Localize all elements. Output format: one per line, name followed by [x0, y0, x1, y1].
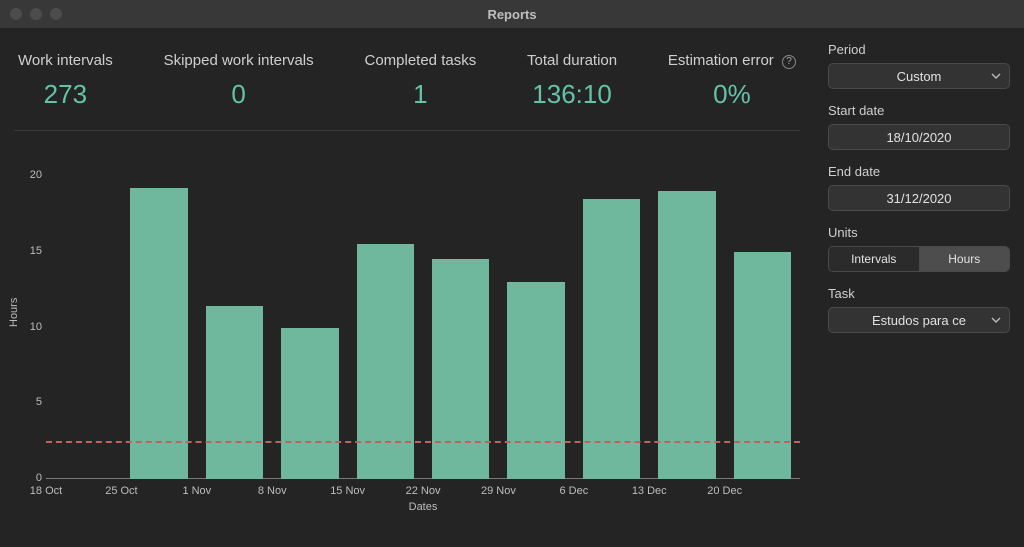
metric-work-intervals: Work intervals 273 [18, 52, 113, 110]
period-select[interactable]: Custom [828, 63, 1010, 89]
task-select-value: Estudos para ce [872, 313, 966, 328]
traffic-light-zoom[interactable] [50, 8, 62, 20]
hours-bar-chart: Hours 18 Oct25 Oct1 Nov8 Nov15 Nov22 Nov… [14, 137, 800, 537]
chart-bar-slot: 22 Nov [423, 161, 498, 479]
field-period: Period Custom [828, 42, 1010, 89]
metric-label: Work intervals [18, 52, 113, 69]
metric-completed-tasks: Completed tasks 1 [364, 52, 476, 110]
chart-x-tick-label: 6 Dec [536, 485, 611, 497]
help-icon[interactable]: ? [782, 55, 796, 69]
period-select-value: Custom [897, 69, 942, 84]
chart-bar-slot: 1 Nov [197, 161, 272, 479]
field-label: Units [828, 225, 1010, 240]
chart-x-tick-label: 13 Dec [612, 485, 687, 497]
chart-y-tick-label: 0 [18, 472, 42, 484]
chart-bar-slot: 8 Nov [272, 161, 347, 479]
report-main-panel: Work intervals 273 Skipped work interval… [0, 28, 814, 547]
chart-bar[interactable] [583, 199, 640, 479]
field-start-date: Start date 18/10/2020 [828, 103, 1010, 150]
field-label: End date [828, 164, 1010, 179]
chart-bar-slot: 6 Dec [574, 161, 649, 479]
chart-bar[interactable] [357, 244, 414, 479]
traffic-light-minimize[interactable] [30, 8, 42, 20]
metric-label: Completed tasks [364, 52, 476, 69]
field-label: Task [828, 286, 1010, 301]
filters-sidebar: Period Custom Start date 18/10/2020 End … [814, 28, 1024, 547]
chart-y-tick-label: 20 [18, 169, 42, 181]
units-option-intervals[interactable]: Intervals [829, 247, 919, 271]
metric-value: 273 [18, 79, 113, 110]
chart-x-axis-label: Dates [46, 501, 800, 513]
chart-bar-slot: 25 Oct [121, 161, 196, 479]
end-date-value: 31/12/2020 [886, 191, 951, 206]
chevron-down-icon [991, 317, 1001, 323]
chart-x-tick-label: 25 Oct [84, 485, 159, 497]
chart-x-tick-label: 20 Dec [687, 485, 762, 497]
window-titlebar: Reports [0, 0, 1024, 28]
metric-total-duration: Total duration 136:10 [527, 52, 617, 110]
chart-bar-slot: 18 Oct [46, 161, 121, 479]
field-units: Units IntervalsHours [828, 225, 1010, 272]
chart-bar[interactable] [206, 306, 263, 479]
chart-bars: 18 Oct25 Oct1 Nov8 Nov15 Nov22 Nov29 Nov… [46, 161, 800, 479]
units-segmented-control[interactable]: IntervalsHours [828, 246, 1010, 272]
metric-skipped-work-intervals: Skipped work intervals 0 [164, 52, 314, 110]
chart-y-tick-label: 10 [18, 321, 42, 333]
metric-estimation-error: Estimation error ? 0% [668, 52, 796, 110]
chart-bar[interactable] [658, 191, 715, 479]
chart-y-tick-label: 15 [18, 245, 42, 257]
field-task: Task Estudos para ce [828, 286, 1010, 333]
chart-bar[interactable] [281, 328, 338, 479]
metric-label: Total duration [527, 52, 617, 69]
metric-label: Skipped work intervals [164, 52, 314, 69]
end-date-input[interactable]: 31/12/2020 [828, 185, 1010, 211]
chart-bar-slot: 29 Nov [498, 161, 573, 479]
chart-x-tick-label: 15 Nov [310, 485, 385, 497]
chart-bar[interactable] [507, 282, 564, 479]
field-label: Start date [828, 103, 1010, 118]
chart-y-tick-label: 5 [18, 396, 42, 408]
metric-label: Estimation error ? [668, 52, 796, 69]
chart-x-tick-label: 29 Nov [461, 485, 536, 497]
metric-value: 0 [164, 79, 314, 110]
metric-value: 1 [364, 79, 476, 110]
chart-threshold-line [46, 441, 800, 443]
metric-label-text: Estimation error [668, 52, 774, 69]
metric-value: 0% [668, 79, 796, 110]
summary-row: Work intervals 273 Skipped work interval… [14, 40, 800, 131]
chart-bar-slot: 20 Dec [725, 161, 800, 479]
field-label: Period [828, 42, 1010, 57]
chart-bar[interactable] [130, 188, 187, 479]
chart-bar-slot: 13 Dec [649, 161, 724, 479]
field-end-date: End date 31/12/2020 [828, 164, 1010, 211]
task-select[interactable]: Estudos para ce [828, 307, 1010, 333]
units-option-hours[interactable]: Hours [919, 247, 1010, 271]
chart-bar[interactable] [432, 259, 489, 479]
chevron-down-icon [991, 73, 1001, 79]
chart-x-tick-label: 22 Nov [385, 485, 460, 497]
chart-x-tick-label: 8 Nov [235, 485, 310, 497]
start-date-input[interactable]: 18/10/2020 [828, 124, 1010, 150]
metric-value: 136:10 [527, 79, 617, 110]
window-title: Reports [0, 7, 1024, 22]
start-date-value: 18/10/2020 [886, 130, 951, 145]
chart-bar-slot: 15 Nov [348, 161, 423, 479]
chart-bar[interactable] [734, 252, 791, 479]
chart-x-tick-label: 18 Oct [8, 485, 83, 497]
traffic-light-close[interactable] [10, 8, 22, 20]
chart-x-tick-label: 1 Nov [159, 485, 234, 497]
